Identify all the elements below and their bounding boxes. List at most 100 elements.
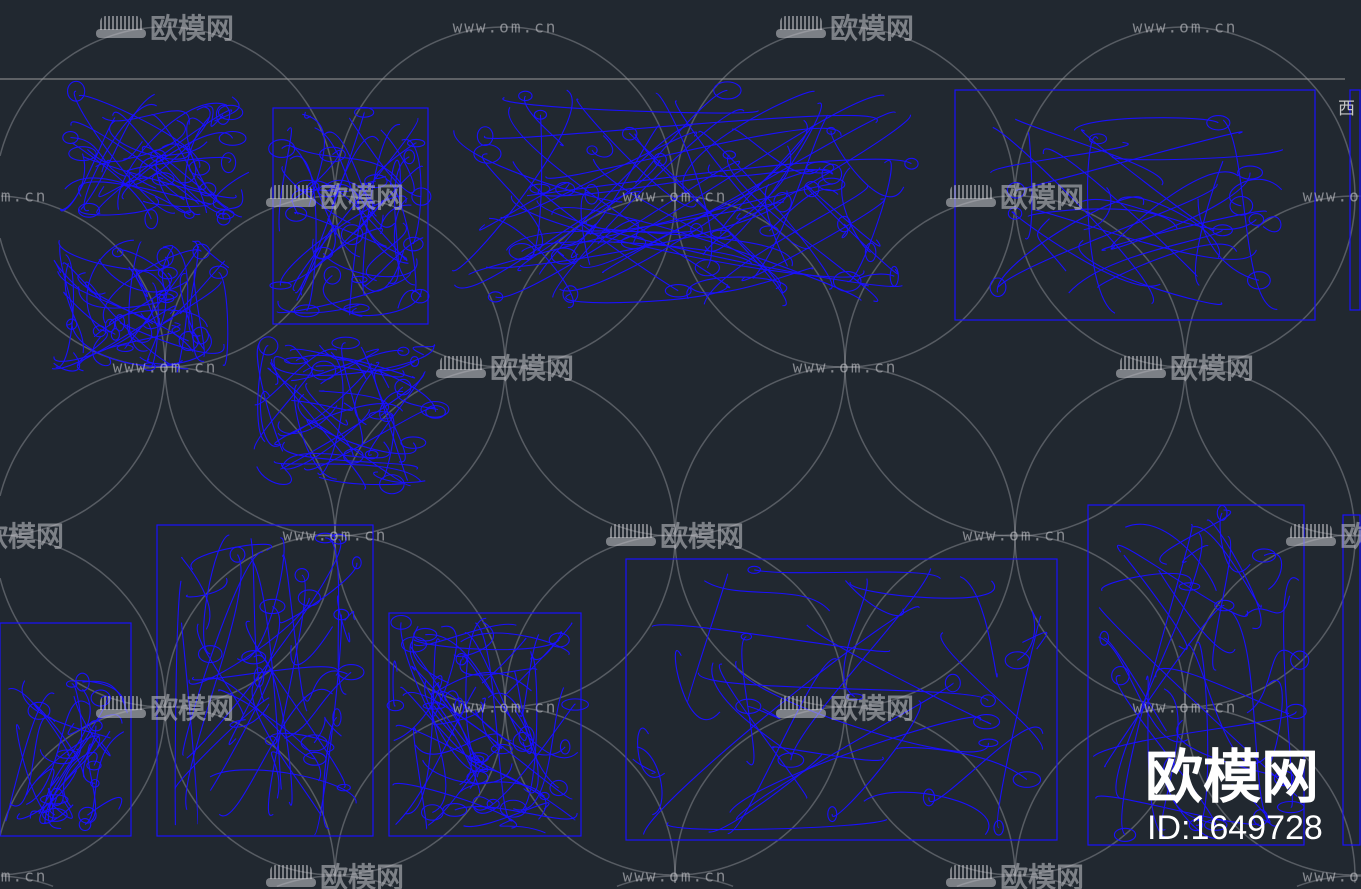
pattern-petal	[826, 126, 836, 135]
watermark-url: www.om.cn	[452, 697, 558, 717]
pattern-petal	[529, 183, 551, 194]
pattern-stroke	[323, 179, 374, 218]
pattern-stroke	[320, 348, 380, 385]
pattern-stroke	[1145, 675, 1169, 839]
pattern-stroke	[1121, 524, 1193, 836]
pattern-stroke	[196, 105, 224, 127]
pattern-stroke	[557, 250, 576, 264]
pattern-petal	[487, 291, 504, 303]
pattern-petal	[65, 680, 78, 688]
watermark-logo: 欧模网	[95, 687, 234, 727]
pattern-stroke	[71, 324, 183, 367]
pattern-stroke	[1110, 171, 1239, 247]
pattern-petal	[1273, 770, 1295, 787]
pattern-stroke	[1068, 229, 1223, 294]
pattern-stroke	[381, 414, 395, 480]
pattern-stroke	[193, 240, 230, 269]
pattern-stroke	[385, 178, 417, 293]
pattern-stroke	[1011, 211, 1161, 287]
watermark-arc	[674, 26, 1016, 368]
pattern-stroke	[1116, 196, 1220, 258]
pattern-stroke	[401, 139, 422, 245]
pattern-frame	[1087, 504, 1305, 846]
pattern-stroke	[1101, 210, 1267, 251]
pattern-stroke	[806, 185, 881, 247]
pattern-stroke	[294, 211, 407, 260]
pattern-stroke	[44, 725, 97, 824]
pattern-stroke	[5, 692, 55, 822]
pattern-petal	[562, 285, 579, 303]
pattern-stroke	[444, 690, 460, 708]
pattern-stroke	[281, 165, 424, 283]
watermark-logo: 欧模网	[1285, 515, 1361, 555]
pattern-stroke	[729, 716, 982, 813]
pattern-stroke	[117, 102, 227, 210]
pattern-stroke	[344, 610, 356, 621]
pattern-stroke	[209, 769, 357, 804]
pattern-stroke	[126, 156, 232, 172]
pattern-stroke	[1111, 149, 1284, 161]
pattern-petal	[209, 265, 228, 279]
watermark-arc	[0, 196, 336, 368]
pattern-stroke	[84, 731, 125, 826]
pattern-stroke	[674, 650, 721, 721]
pattern-petal	[111, 247, 124, 258]
pattern-petal	[476, 126, 494, 147]
watermark-logo: 欧模网	[95, 7, 234, 47]
pattern-stroke	[51, 305, 177, 370]
pattern-stroke	[1103, 637, 1167, 732]
pattern-stroke	[245, 620, 346, 789]
pattern-stroke	[281, 554, 308, 712]
pattern-stroke	[82, 734, 100, 784]
pattern-petal	[330, 533, 347, 545]
watermark-url: www.om.cn	[962, 525, 1068, 545]
pattern-stroke	[1083, 187, 1112, 231]
pattern-stroke	[291, 349, 404, 382]
pattern-stroke	[256, 341, 284, 452]
watermark-logo-text: 欧模网	[829, 12, 915, 45]
pattern-stroke	[831, 700, 922, 817]
pattern-stroke	[96, 109, 233, 214]
pattern-stroke	[277, 300, 360, 314]
pattern-stroke	[485, 190, 788, 269]
pattern-petal	[1088, 133, 1108, 145]
pattern-petal	[314, 532, 336, 544]
watermark-arc	[844, 195, 1186, 537]
pattern-stroke	[128, 241, 148, 352]
pattern-stroke	[269, 362, 367, 490]
pattern-petal	[397, 346, 410, 356]
pattern-stroke	[322, 274, 363, 317]
pattern-stroke	[294, 111, 365, 293]
pattern-stroke	[674, 100, 811, 249]
pattern-stroke	[73, 695, 111, 757]
pattern-stroke	[997, 183, 1218, 288]
pattern-stroke	[686, 276, 787, 300]
watermark-arc	[164, 534, 506, 876]
watermark-arc	[674, 706, 1016, 883]
pattern-stroke	[47, 732, 94, 829]
pattern-stroke	[349, 198, 376, 316]
pattern-stroke	[128, 172, 157, 189]
pattern-petal	[364, 449, 379, 460]
pattern-petal	[297, 589, 321, 607]
pattern-frame	[156, 524, 374, 837]
pattern-stroke	[317, 351, 344, 476]
pattern-stroke	[526, 158, 912, 197]
pattern-petal	[1212, 224, 1233, 237]
pattern-petal	[89, 720, 103, 732]
pattern-stroke	[157, 176, 185, 201]
pattern-stroke	[366, 222, 407, 282]
pattern-stroke	[928, 726, 1044, 802]
pattern-petal	[410, 288, 430, 304]
pattern-stroke	[703, 185, 868, 305]
pattern-stroke	[736, 114, 911, 220]
pattern-stroke	[636, 746, 663, 816]
sofa-icon	[945, 185, 996, 207]
pattern-stroke	[687, 574, 728, 703]
pattern-petal	[586, 145, 598, 155]
pattern-petal	[664, 283, 692, 298]
pattern-petal	[864, 242, 877, 263]
sofa-icon	[95, 16, 146, 38]
watermark-logo: 欧模网	[775, 7, 915, 47]
